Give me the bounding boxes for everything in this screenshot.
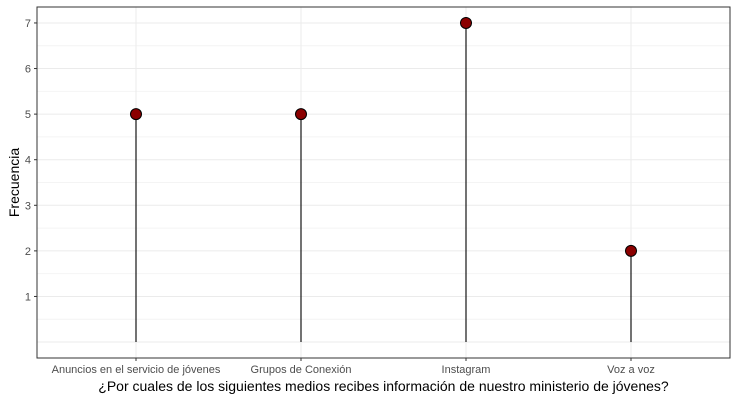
y-tick-label: 3	[25, 200, 31, 212]
x-tick-label: Grupos de Conexión	[251, 364, 352, 376]
grid-lines	[37, 7, 730, 358]
y-tick-label: 4	[25, 155, 31, 167]
data-point	[130, 108, 142, 121]
data-point	[460, 16, 472, 29]
x-axis-title: ¿Por cuales de los siguientes medios rec…	[98, 378, 669, 394]
data-points	[130, 16, 637, 257]
data-point	[295, 108, 307, 121]
x-tick-label: Voz a voz	[607, 364, 655, 376]
y-tick-label: 5	[25, 109, 31, 121]
x-axis-ticks: Anuncios en el servicio de jóvenes Grupos…	[52, 358, 655, 376]
data-point	[625, 244, 637, 257]
x-tick-label: Instagram	[442, 364, 491, 376]
y-tick-label: 2	[25, 246, 31, 258]
y-tick-label: 6	[25, 64, 31, 76]
y-axis-title: Frecuencia	[6, 148, 22, 217]
x-tick-label: Anuncios en el servicio de jóvenes	[52, 364, 221, 376]
y-tick-label: 1	[25, 291, 31, 303]
lollipop-stems	[135, 22, 632, 343]
y-tick-label: 7	[25, 18, 31, 30]
y-axis-ticks: 1 2 3 4 5 6 7	[25, 18, 37, 303]
panel-border	[36, 6, 731, 359]
